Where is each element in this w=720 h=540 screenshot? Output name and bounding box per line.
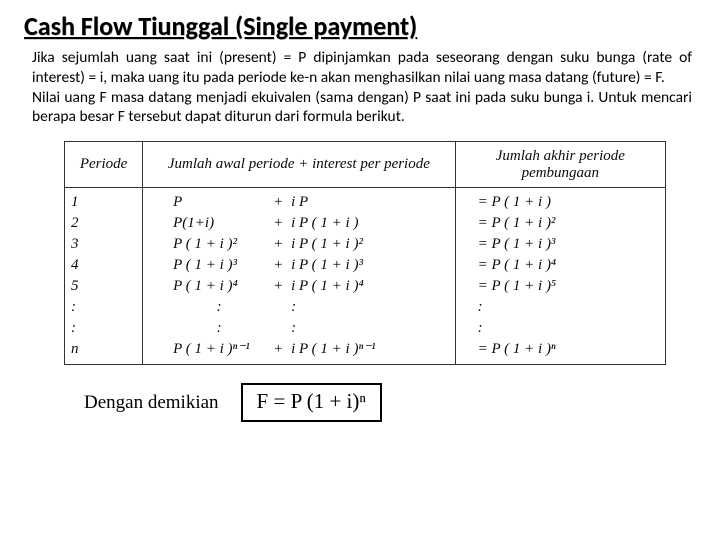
col-header-akhir: Jumlah akhir periode pembungaan bbox=[455, 142, 665, 188]
table: Periode Jumlah awal periode + interest p… bbox=[64, 141, 666, 365]
intro-paragraph: Jika sejumlah uang saat ini (present) = … bbox=[32, 48, 692, 127]
table-body-row: 12345::nP+i PP(1+i)+i P ( 1 + i )P ( 1 +… bbox=[65, 188, 666, 365]
compound-interest-table: Periode Jumlah awal periode + interest p… bbox=[64, 141, 666, 365]
akhir-cell: = P ( 1 + i )= P ( 1 + i )²= P ( 1 + i )… bbox=[455, 188, 665, 365]
formula-row: Dengan demikian F = P (1 + i)ⁿ bbox=[84, 383, 696, 422]
slide-page: Cash Flow Tiunggal (Single payment) Jika… bbox=[0, 0, 720, 422]
jumlah-cell: P+i PP(1+i)+i P ( 1 + i )P ( 1 + i )²+i … bbox=[143, 188, 456, 365]
page-title: Cash Flow Tiunggal (Single payment) bbox=[24, 10, 696, 42]
col-header-periode: Periode bbox=[65, 142, 143, 188]
formula-label: Dengan demikian bbox=[84, 392, 219, 414]
col-header-jumlah: Jumlah awal periode + interest per perio… bbox=[143, 142, 456, 188]
table-header-row: Periode Jumlah awal periode + interest p… bbox=[65, 142, 666, 188]
formula-box: F = P (1 + i)ⁿ bbox=[241, 383, 382, 422]
periode-cell: 12345::n bbox=[65, 188, 143, 365]
